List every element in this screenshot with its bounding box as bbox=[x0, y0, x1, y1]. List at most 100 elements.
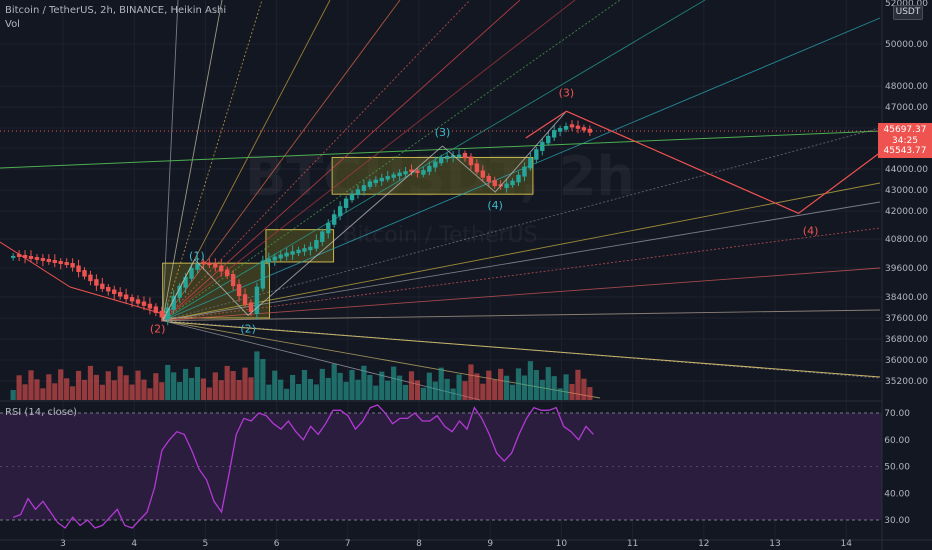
candle-body bbox=[189, 267, 194, 279]
volume-bar bbox=[355, 379, 361, 400]
candle-body bbox=[326, 222, 331, 234]
trend-red-down bbox=[0, 241, 71, 288]
rsi-band bbox=[0, 412, 882, 521]
candle-body bbox=[207, 262, 212, 266]
volume-bar bbox=[361, 365, 367, 400]
candle-body bbox=[397, 172, 402, 177]
volume-bar bbox=[52, 383, 58, 400]
candle-body bbox=[123, 294, 129, 300]
volume-bar bbox=[248, 377, 254, 400]
volume-bar bbox=[93, 374, 99, 400]
volume-bar bbox=[581, 378, 587, 400]
candle-body bbox=[254, 286, 260, 314]
candle-body bbox=[557, 128, 563, 132]
candle-body bbox=[551, 130, 557, 138]
trend-red-down-2 bbox=[69, 286, 171, 317]
rsi-tick: 30.00 bbox=[884, 516, 910, 526]
volume-bar bbox=[349, 369, 355, 400]
candle-body bbox=[320, 231, 325, 242]
candle-body bbox=[367, 181, 373, 187]
volume-bar bbox=[123, 375, 129, 400]
candle-body bbox=[213, 263, 218, 268]
price-tick: 36800.00 bbox=[885, 335, 928, 345]
fan-line bbox=[162, 0, 621, 321]
volume-bar bbox=[58, 369, 64, 400]
volume-bar bbox=[563, 374, 569, 400]
volume-bar bbox=[242, 367, 248, 400]
volume-bar bbox=[557, 388, 563, 400]
volume-bar bbox=[22, 384, 28, 400]
fan-line bbox=[162, 0, 576, 321]
time-tick: 5 bbox=[203, 539, 209, 549]
fan-line bbox=[162, 0, 179, 321]
candle-body bbox=[171, 295, 176, 310]
candle-body bbox=[427, 165, 432, 172]
price-tick: 39600.00 bbox=[885, 264, 928, 274]
bar-countdown: 34:25 bbox=[892, 136, 918, 146]
volume-bar bbox=[182, 368, 189, 400]
candle-body bbox=[201, 261, 206, 265]
candle-body bbox=[361, 185, 367, 191]
volume-bar bbox=[545, 367, 551, 400]
wave-path-count bbox=[162, 110, 567, 321]
volume-label: Vol bbox=[5, 19, 20, 30]
candle-body bbox=[290, 251, 295, 255]
candle-body bbox=[242, 294, 248, 305]
candle-body bbox=[355, 189, 361, 196]
volume-bar bbox=[396, 375, 403, 400]
price-tick: 44000.00 bbox=[885, 165, 928, 175]
candle-body bbox=[82, 270, 87, 277]
volume-bar bbox=[533, 370, 539, 400]
volume-bar bbox=[432, 381, 438, 400]
wave-boxes[interactable] bbox=[162, 156, 534, 319]
candle-body bbox=[409, 169, 414, 173]
currency-badge[interactable]: USDT bbox=[893, 5, 923, 20]
wave-label: (2) bbox=[240, 322, 256, 335]
volume-bar bbox=[81, 379, 88, 400]
volume-bar bbox=[64, 378, 70, 400]
volume-bar bbox=[87, 365, 94, 400]
volume-bar bbox=[337, 372, 343, 400]
candle-body bbox=[302, 248, 307, 252]
volume-bar bbox=[438, 367, 444, 400]
rsi-tick: 40.00 bbox=[884, 489, 910, 499]
candle-body bbox=[504, 183, 509, 189]
candle-body bbox=[177, 285, 182, 298]
price-tick: 35200.00 bbox=[885, 377, 928, 387]
price-tick: 48000.00 bbox=[885, 82, 928, 92]
candle-body bbox=[379, 177, 384, 182]
volume-bar bbox=[40, 388, 46, 400]
candle-body bbox=[433, 161, 438, 168]
volume-bar bbox=[177, 382, 183, 400]
volume-bar bbox=[230, 371, 236, 400]
time-tick: 7 bbox=[345, 539, 351, 549]
candle-body bbox=[236, 284, 242, 297]
last-price-value: 45697.37 bbox=[883, 125, 927, 135]
candle-body bbox=[528, 158, 533, 169]
fan-line bbox=[162, 320, 601, 399]
candle-body bbox=[468, 156, 474, 166]
wave-lines[interactable] bbox=[162, 110, 890, 321]
time-tick: 6 bbox=[274, 539, 280, 549]
volume-bar bbox=[587, 387, 593, 400]
volume-bar bbox=[486, 370, 492, 400]
volume-bar bbox=[385, 380, 391, 400]
rsi-tick: 70.00 bbox=[884, 409, 910, 419]
candle-body bbox=[248, 302, 254, 312]
candle-body bbox=[260, 260, 266, 289]
candle-body bbox=[474, 163, 480, 173]
candle-body bbox=[587, 128, 593, 133]
candle-body bbox=[278, 254, 283, 259]
candle-body bbox=[34, 257, 40, 260]
volume-bar bbox=[194, 366, 201, 400]
volume-bar bbox=[367, 374, 373, 400]
volume-bar bbox=[462, 381, 468, 400]
volume-bar bbox=[551, 376, 557, 400]
reference-price-badge: 45543.77 bbox=[878, 145, 932, 158]
price-tick: 36000.00 bbox=[885, 356, 928, 366]
time-tick: 10 bbox=[556, 539, 568, 549]
volume-bar bbox=[165, 364, 171, 400]
rsi-band-fill bbox=[0, 413, 882, 520]
candle-body bbox=[391, 174, 396, 178]
